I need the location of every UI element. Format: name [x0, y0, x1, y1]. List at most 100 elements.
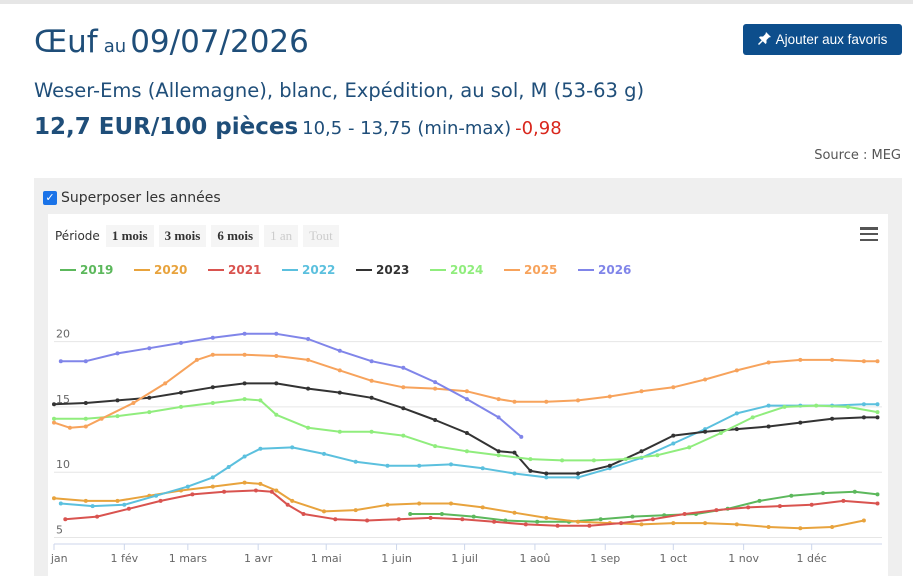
data-point	[179, 340, 183, 345]
period-button-3-mois[interactable]: 3 mois	[158, 225, 207, 247]
data-point	[369, 429, 374, 434]
series-line	[65, 489, 878, 527]
data-point	[83, 498, 88, 503]
data-point	[337, 348, 342, 353]
y-tick-label: 15	[56, 393, 70, 406]
price-range: 10,5 - 13,75 (min-max)	[302, 118, 512, 139]
data-point	[528, 468, 533, 473]
data-point	[687, 445, 692, 450]
data-point	[576, 398, 580, 403]
data-point	[210, 401, 215, 405]
data-point	[322, 509, 326, 514]
data-point	[560, 458, 565, 463]
data-point	[190, 492, 195, 497]
data-point	[242, 454, 247, 459]
data-point	[671, 521, 676, 526]
data-point	[253, 488, 258, 493]
top-border	[0, 0, 913, 4]
data-point	[496, 397, 501, 402]
data-point	[417, 501, 422, 506]
data-point	[671, 433, 676, 438]
data-point	[630, 514, 635, 519]
period-button-tout[interactable]: Tout	[303, 225, 339, 247]
period-button-1-an[interactable]: 1 an	[264, 225, 299, 247]
data-point	[147, 346, 152, 351]
data-point	[290, 498, 295, 503]
data-point	[875, 402, 880, 407]
data-point	[734, 427, 739, 432]
chart-svg: 5 10 15 20 1 jan 1 fév 1 mars 1 avr 1 mai 1 juin 1…	[48, 263, 882, 565]
data-point	[58, 359, 63, 364]
data-point	[365, 518, 370, 523]
data-point	[449, 501, 453, 506]
data-point	[258, 446, 263, 451]
overlay-label: Superposer les années	[61, 190, 221, 206]
data-point	[226, 465, 231, 469]
data-point	[122, 502, 127, 507]
period-label: Période	[55, 229, 100, 243]
data-point	[496, 453, 501, 458]
data-point	[99, 416, 104, 421]
data-point	[512, 399, 517, 404]
data-point	[471, 514, 476, 519]
data-point	[154, 493, 159, 498]
series-line	[60, 332, 522, 438]
period-selector: Période 1 mois 3 mois 6 mois 1 an Tout	[55, 225, 344, 247]
data-point	[861, 518, 866, 523]
data-point	[734, 368, 739, 373]
data-point	[401, 406, 406, 411]
data-point	[607, 463, 612, 468]
data-point	[115, 351, 120, 356]
data-point	[396, 517, 401, 522]
data-point	[682, 512, 687, 516]
data-point	[210, 385, 215, 390]
data-point	[353, 459, 358, 464]
data-point	[830, 357, 835, 362]
data-point	[875, 492, 880, 497]
y-tick-label: 5	[56, 523, 63, 536]
data-point	[439, 512, 444, 516]
data-point	[95, 514, 100, 519]
x-tick-label: 1 avr	[244, 552, 273, 565]
data-point	[274, 488, 279, 493]
data-point	[274, 412, 279, 417]
data-point	[555, 523, 560, 528]
add-to-favorites-button[interactable]: Ajouter aux favoris	[743, 24, 902, 55]
product-description: Weser-Ems (Allemagne), blanc, Expédition…	[34, 79, 645, 102]
data-point	[523, 522, 528, 527]
data-point	[401, 385, 406, 390]
pushpin-icon	[757, 31, 771, 48]
data-point	[464, 397, 469, 402]
data-point	[639, 522, 644, 527]
data-point	[83, 401, 88, 405]
data-point	[480, 466, 485, 471]
data-point	[875, 501, 880, 506]
legend-item: 2021	[228, 263, 261, 277]
period-button-6-mois[interactable]: 6 mois	[211, 225, 260, 247]
data-point	[591, 458, 596, 463]
data-point	[650, 517, 655, 522]
data-point	[210, 352, 215, 357]
x-tick-label: 1 sep	[590, 552, 620, 565]
data-point	[353, 508, 358, 513]
legend-item: 2026	[598, 263, 631, 277]
data-point	[714, 508, 719, 513]
data-point	[544, 399, 549, 404]
data-point	[306, 337, 311, 341]
overlay-years-toggle[interactable]: ✓ Superposer les années	[43, 190, 221, 206]
overlay-checkbox[interactable]: ✓	[43, 191, 57, 205]
data-point	[512, 450, 517, 455]
data-point	[258, 398, 263, 403]
data-point	[703, 521, 708, 526]
period-button-1-mois[interactable]: 1 mois	[105, 225, 154, 247]
data-point	[258, 481, 263, 486]
data-point	[512, 471, 517, 476]
data-point	[757, 498, 762, 503]
data-point	[306, 425, 311, 430]
x-tick-label: 1 juin	[381, 552, 412, 565]
legend-item: 2025	[524, 263, 557, 277]
data-point	[433, 386, 438, 391]
hamburger-menu-icon[interactable]	[860, 227, 878, 241]
data-point	[369, 378, 374, 383]
data-point	[544, 475, 549, 480]
